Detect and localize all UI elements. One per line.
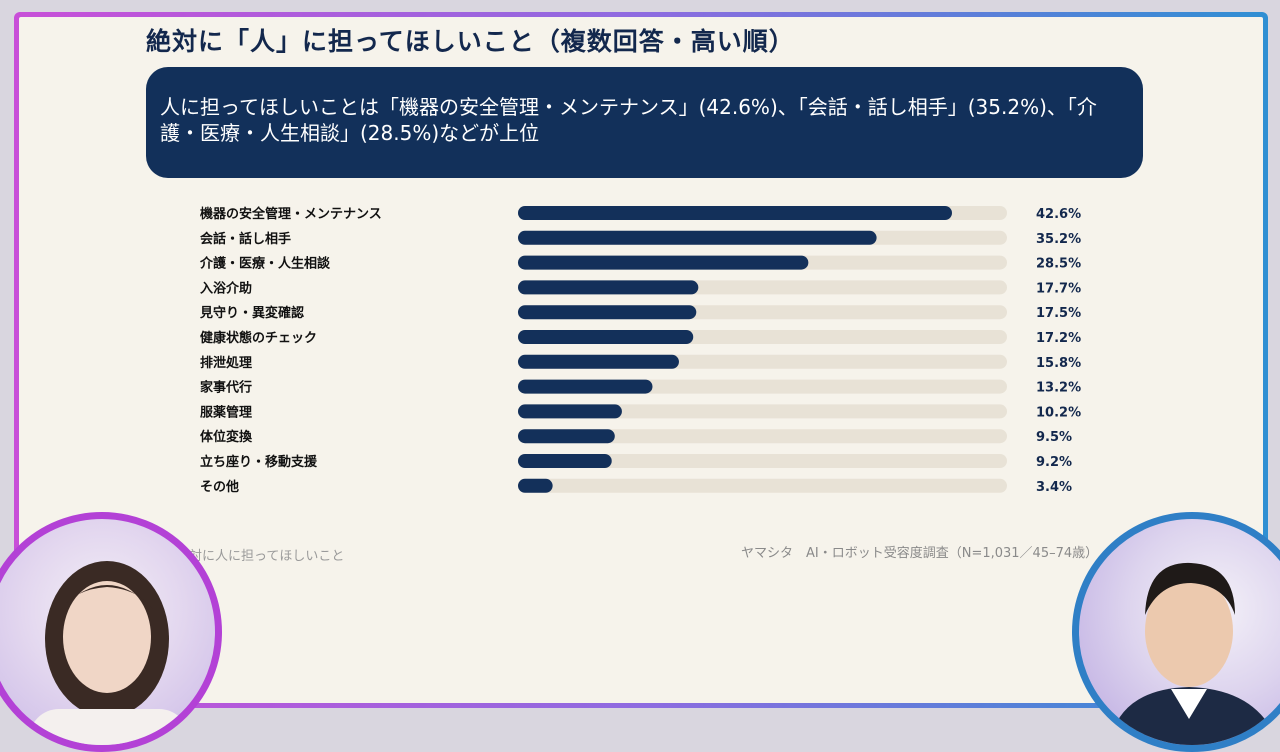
category-label: その他 — [200, 479, 239, 495]
bar — [518, 305, 697, 320]
bar — [518, 330, 694, 344]
bar — [518, 255, 809, 270]
category-label: 健康状態のチェック — [200, 330, 317, 346]
chart-caption: 絶対に人に担ってほしいこと — [176, 549, 345, 564]
bar — [518, 354, 679, 369]
category-label: 服薬管理 — [200, 404, 252, 420]
bar-track — [518, 404, 1007, 419]
person-silhouette-icon — [1109, 562, 1279, 745]
person-silhouette-icon — [29, 561, 189, 745]
category-label: 会話・話し相手 — [200, 231, 291, 247]
bar — [518, 379, 653, 394]
value-label: 42.6% — [1036, 207, 1081, 222]
category-label: 排泄処理 — [200, 355, 252, 371]
category-label: 介護・医療・人生相談 — [199, 256, 331, 272]
bar-chart: 機器の安全管理・メンテナンス 42.6% 会話・話し相手 35.2% 介護・医療・人生相… — [199, 206, 1081, 495]
source-note: ヤマシタ AI・ロボット受容度調査（N=1,031／45–74歳） — [741, 546, 1099, 561]
bar — [518, 404, 622, 419]
bar — [518, 206, 952, 220]
value-label: 17.2% — [1036, 331, 1081, 346]
value-label: 9.2% — [1036, 455, 1072, 470]
bar-track — [518, 478, 1007, 493]
value-label: 17.5% — [1036, 306, 1081, 321]
bar-track — [518, 429, 1007, 444]
bar-track — [518, 454, 1007, 468]
value-label: 15.8% — [1036, 356, 1081, 371]
summary-text: 人に担ってほしいことは「機器の安全管理・メンテナンス」(42.6%)、「会話・話… — [160, 95, 1097, 145]
category-label: 入浴介助 — [200, 280, 252, 296]
value-label: 28.5% — [1036, 257, 1081, 272]
value-label: 10.2% — [1036, 405, 1081, 420]
bar — [518, 478, 553, 493]
value-label: 3.4% — [1036, 480, 1072, 495]
value-label: 35.2% — [1036, 232, 1081, 247]
slide-title: 絶対に「人」に担ってほしいこと（複数回答・高い順） — [146, 27, 795, 56]
category-label: 体位変換 — [200, 429, 253, 445]
summary-box: 人に担ってほしいことは「機器の安全管理・メンテナンス」(42.6%)、「会話・話… — [146, 67, 1143, 178]
value-label: 13.2% — [1036, 381, 1081, 396]
value-label: 9.5% — [1036, 430, 1072, 445]
value-label: 17.7% — [1036, 281, 1081, 296]
category-label: 立ち座り・移動支援 — [200, 454, 318, 470]
bar — [518, 280, 699, 295]
bar — [518, 454, 612, 468]
presenter-video-left — [0, 512, 222, 752]
bar — [518, 429, 615, 444]
category-label: 機器の安全管理・メンテナンス — [200, 206, 382, 222]
bar — [518, 230, 877, 245]
category-label: 見守り・異変確認 — [199, 305, 304, 321]
category-label: 家事代行 — [200, 380, 252, 396]
